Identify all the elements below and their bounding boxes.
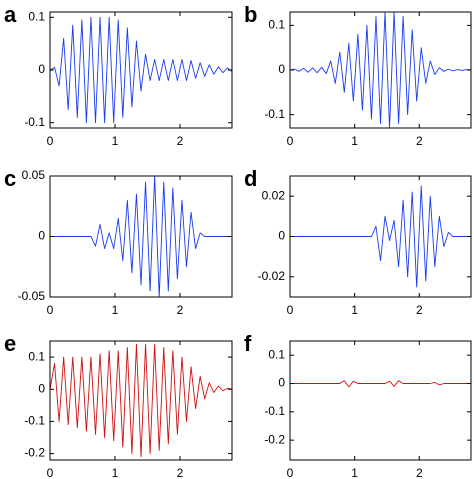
y-tick-label: 0 bbox=[38, 381, 45, 395]
axes-frame bbox=[49, 340, 233, 461]
y-tick-label: 0.1 bbox=[28, 349, 45, 363]
panel-label: e bbox=[4, 331, 16, 356]
y-tick-label: 0 bbox=[278, 376, 285, 390]
y-tick-label: 0.1 bbox=[268, 18, 285, 32]
waveform bbox=[290, 185, 471, 288]
x-tick-label: 2 bbox=[177, 134, 184, 148]
panel-label: b bbox=[244, 2, 257, 27]
panel-label: f bbox=[244, 331, 252, 356]
x-tick-label: 0 bbox=[287, 303, 294, 317]
x-tick-label: 2 bbox=[416, 134, 423, 148]
waveform bbox=[50, 175, 232, 298]
x-tick-label: 1 bbox=[351, 134, 358, 148]
y-tick-label: 0 bbox=[278, 229, 285, 243]
panel-label: d bbox=[244, 166, 257, 191]
x-tick-label: 1 bbox=[112, 466, 119, 479]
waveform bbox=[289, 11, 472, 129]
x-tick-label: 2 bbox=[416, 303, 423, 317]
y-tick-label: 0.1 bbox=[28, 9, 45, 23]
waveform bbox=[49, 343, 233, 458]
panel-label: c bbox=[4, 166, 16, 191]
y-tick-label: -0.1 bbox=[264, 107, 285, 121]
x-tick-label: 1 bbox=[351, 303, 358, 317]
axes-frame bbox=[289, 340, 472, 461]
x-tick-label: 0 bbox=[47, 134, 54, 148]
axes-frame bbox=[289, 11, 472, 129]
x-tick-label: 0 bbox=[287, 466, 294, 479]
y-tick-label: -0.2 bbox=[24, 446, 45, 460]
y-tick-label: 0.1 bbox=[268, 347, 285, 361]
y-tick-label: -0.1 bbox=[264, 404, 285, 418]
panel-label: a bbox=[4, 2, 17, 27]
y-tick-label: 0.02 bbox=[262, 188, 286, 202]
x-tick-label: 1 bbox=[351, 466, 358, 479]
y-tick-label: 0 bbox=[38, 62, 45, 76]
y-tick-label: -0.2 bbox=[264, 432, 285, 446]
y-tick-label: -0.1 bbox=[24, 115, 45, 129]
x-tick-label: 2 bbox=[177, 303, 184, 317]
y-tick-label: -0.1 bbox=[24, 414, 45, 428]
y-tick-label: 0.05 bbox=[22, 168, 46, 182]
x-tick-label: 2 bbox=[177, 466, 184, 479]
x-tick-label: 0 bbox=[287, 134, 294, 148]
y-tick-label: -0.02 bbox=[258, 269, 286, 283]
x-tick-label: 0 bbox=[47, 466, 54, 479]
y-tick-label: 0 bbox=[278, 62, 285, 76]
waveform bbox=[290, 380, 471, 388]
x-tick-label: 1 bbox=[112, 303, 119, 317]
y-tick-label: -0.05 bbox=[18, 289, 46, 303]
waveform bbox=[49, 16, 233, 124]
x-tick-label: 0 bbox=[47, 303, 54, 317]
y-tick-label: 0 bbox=[38, 229, 45, 243]
x-tick-label: 2 bbox=[416, 466, 423, 479]
x-tick-label: 1 bbox=[112, 134, 119, 148]
